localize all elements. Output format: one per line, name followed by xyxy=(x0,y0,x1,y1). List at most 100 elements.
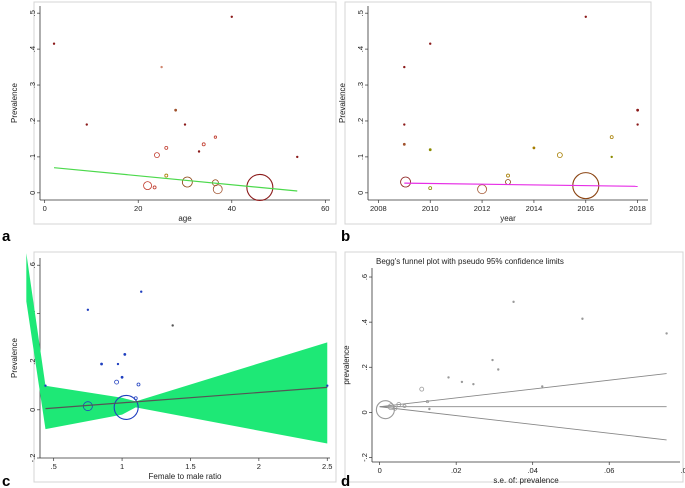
data-point xyxy=(403,123,406,126)
data-point xyxy=(201,142,206,147)
data-point xyxy=(213,135,218,139)
x-tick-label: 1.5 xyxy=(185,462,195,471)
x-tick-label: .5 xyxy=(51,462,57,471)
data-point xyxy=(505,179,511,185)
data-point xyxy=(460,380,464,384)
x-axis-label: year xyxy=(500,214,516,223)
data-point xyxy=(532,146,536,150)
panel-b: 0 .1 .2 .3 .4 .5 2008 2010 2012 2014 2016 2018 year P… xyxy=(338,1,652,225)
y-tick-label: .1 xyxy=(28,154,37,160)
x-tick-label: 40 xyxy=(228,204,236,213)
data-point xyxy=(152,185,157,190)
data-point xyxy=(428,186,433,191)
panel-border xyxy=(33,1,337,225)
x-tick-label: .08 xyxy=(681,466,685,475)
data-point xyxy=(116,362,120,366)
data-point xyxy=(477,184,487,195)
panel-label-d: d xyxy=(341,473,350,488)
data-point xyxy=(85,123,88,126)
x-tick-label: 2018 xyxy=(629,204,646,213)
data-point xyxy=(160,65,163,69)
data-point xyxy=(100,362,103,366)
x-tick-label: 0 xyxy=(43,204,47,213)
y-axis-label: Prevalence xyxy=(338,82,347,123)
data-point xyxy=(512,300,515,304)
panel-a: 0 .1 .2 .3 .4 .5 0 20 40 60 age Prevalence xyxy=(10,1,337,225)
data-point xyxy=(609,135,614,140)
y-tick-label: .3 xyxy=(356,82,365,88)
x-tick-label: .04 xyxy=(527,466,537,475)
data-point xyxy=(428,148,432,152)
data-point xyxy=(497,368,500,371)
data-point xyxy=(392,405,398,411)
y-tick-label: 0 xyxy=(28,408,37,412)
y-tick-label: .6 xyxy=(360,274,369,280)
x-tick-label: 2016 xyxy=(577,204,594,213)
x-axis-label: Female to male ratio xyxy=(149,472,222,481)
y-tick-label: .4 xyxy=(356,46,365,52)
data-point xyxy=(181,176,193,188)
data-point xyxy=(136,382,141,387)
x-tick-label: 20 xyxy=(134,204,142,213)
data-point xyxy=(491,358,494,362)
y-tick-label: .4 xyxy=(28,46,37,52)
funnel-lower-limit xyxy=(379,406,667,441)
x-tick-label: 2012 xyxy=(474,204,491,213)
x-tick-label: 2008 xyxy=(370,204,387,213)
fitted-line xyxy=(53,167,298,192)
data-point xyxy=(506,173,510,178)
data-point xyxy=(133,396,138,401)
data-point xyxy=(197,150,201,153)
fitted-line xyxy=(404,182,638,187)
data-point xyxy=(400,176,411,188)
data-point xyxy=(375,400,395,420)
ci-band xyxy=(26,253,328,444)
data-point xyxy=(171,324,174,327)
data-point xyxy=(143,181,152,191)
data-point xyxy=(120,375,124,379)
data-point xyxy=(636,108,640,112)
y-tick-label: -.2 xyxy=(28,454,37,463)
x-tick-label: .02 xyxy=(451,466,461,475)
chart-title: Begg's funnel plot with pseudo 95% confi… xyxy=(376,257,564,266)
data-point xyxy=(230,15,233,18)
y-tick-label: .5 xyxy=(356,10,365,16)
data-point xyxy=(164,146,169,150)
data-point xyxy=(164,173,169,178)
data-point xyxy=(246,173,274,201)
x-tick-label: 2010 xyxy=(422,204,439,213)
data-point xyxy=(86,308,90,312)
x-tick-label: .06 xyxy=(604,466,614,475)
data-point xyxy=(52,42,56,45)
data-point xyxy=(584,15,587,18)
panel-label-a: a xyxy=(2,228,11,245)
panel-border xyxy=(344,251,684,483)
x-axis-label: age xyxy=(178,214,192,223)
x-tick-label: 0 xyxy=(378,466,382,475)
y-axis-label: Prevalence xyxy=(10,337,19,378)
x-tick-label: 1 xyxy=(120,462,124,471)
y-tick-label: 0 xyxy=(28,191,37,195)
y-tick-label: .2 xyxy=(28,358,37,364)
x-tick-label: 2014 xyxy=(526,204,543,213)
data-point xyxy=(212,184,223,195)
y-axis-label: Prevalence xyxy=(10,82,19,123)
data-point xyxy=(154,152,160,158)
data-point xyxy=(44,384,47,387)
y-tick-label: .2 xyxy=(28,118,37,124)
panel-label-b: b xyxy=(341,228,350,245)
x-axis-label: s.e. of: prevalence xyxy=(493,476,559,485)
panel-label-c: c xyxy=(2,473,10,488)
y-tick-label: .1 xyxy=(356,154,365,160)
x-tick-label: 60 xyxy=(321,204,329,213)
y-tick-label: .3 xyxy=(28,82,37,88)
data-point xyxy=(123,352,127,356)
fitted-line xyxy=(45,386,328,410)
x-tick-label: 2.5 xyxy=(322,462,332,471)
y-tick-label: -.2 xyxy=(360,453,369,462)
data-point xyxy=(114,379,120,385)
data-point xyxy=(403,65,406,69)
data-point xyxy=(541,385,544,388)
